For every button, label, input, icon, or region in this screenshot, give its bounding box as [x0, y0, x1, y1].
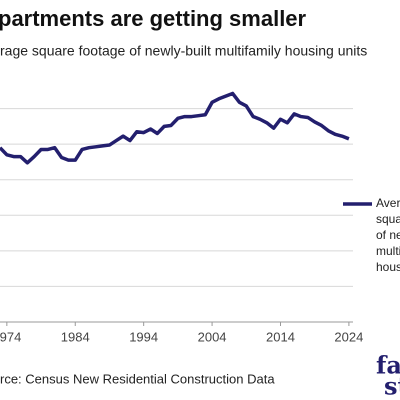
- x-tick-label: 2014: [266, 329, 295, 344]
- x-tick-label: 2024: [334, 329, 363, 344]
- data-line: [0, 91, 350, 165]
- source: rce: Census New Residential Construction…: [0, 371, 275, 386]
- x-tick-label: 1994: [129, 329, 158, 344]
- chart-subtitle: rage square footage of newly-built multi…: [0, 43, 367, 59]
- chart-body: partments are getting smaller rage squar…: [0, 6, 400, 400]
- logo: fa: [376, 351, 400, 380]
- logo: st: [384, 372, 400, 400]
- x-tick-label: 2004: [198, 329, 227, 344]
- chart-title: partments are getting smaller: [0, 6, 307, 31]
- x-tick-label: 1984: [61, 329, 90, 344]
- x-tick-label: 1974: [0, 329, 21, 344]
